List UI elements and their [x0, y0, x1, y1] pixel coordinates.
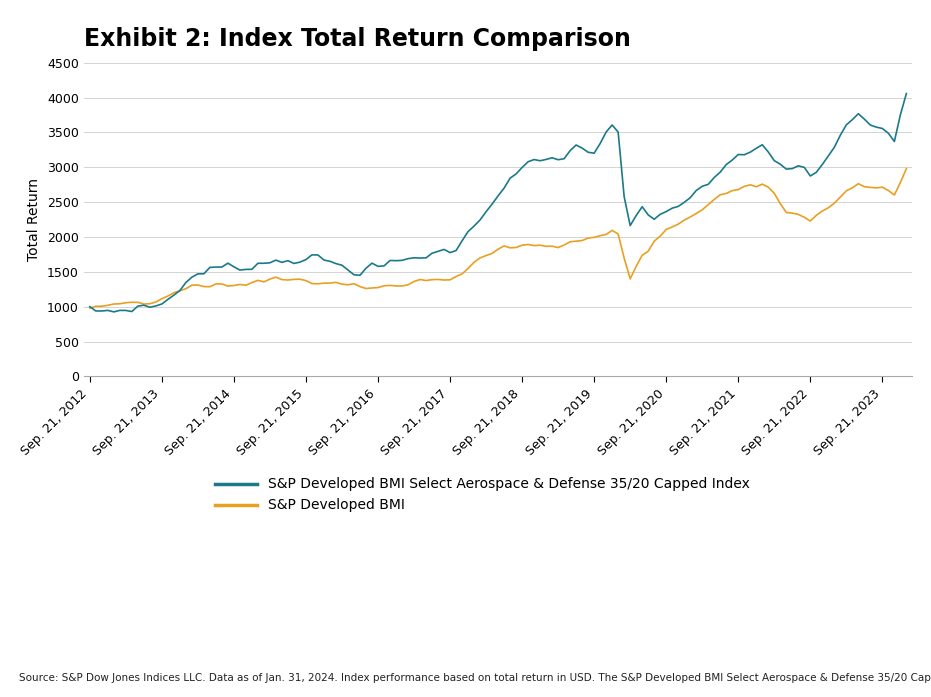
Legend: S&P Developed BMI Select Aerospace & Defense 35/20 Capped Index, S&P Developed B: S&P Developed BMI Select Aerospace & Def…	[215, 477, 749, 512]
Y-axis label: Total Return: Total Return	[28, 178, 42, 261]
Text: Source: S&P Dow Jones Indices LLC. Data as of Jan. 31, 2024. Index performance b: Source: S&P Dow Jones Indices LLC. Data …	[19, 673, 931, 683]
Text: Exhibit 2: Index Total Return Comparison: Exhibit 2: Index Total Return Comparison	[84, 27, 630, 51]
